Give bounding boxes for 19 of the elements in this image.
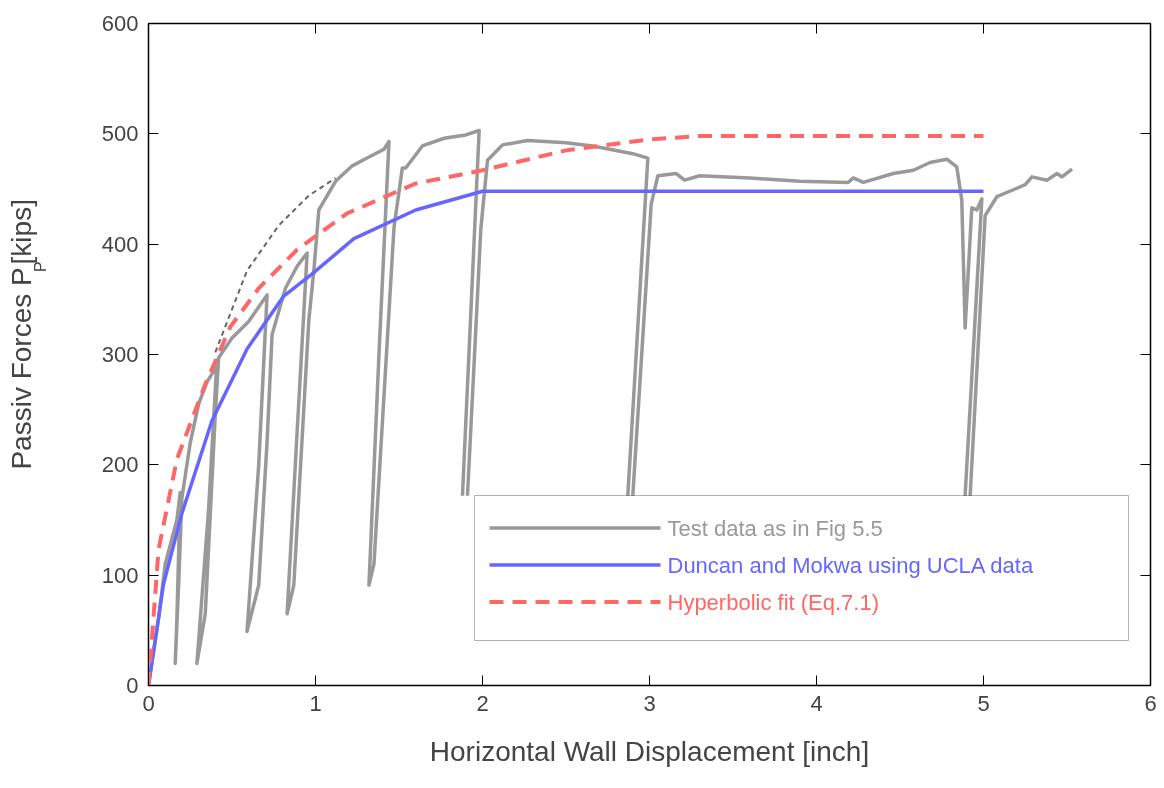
y-tick-label: 0	[126, 673, 139, 698]
y-tick-label: 600	[101, 11, 139, 36]
y-tick-label: 500	[101, 121, 139, 147]
text: Hyperbolic fit (Eq.7.1)	[667, 589, 880, 615]
x-tick-label: 0	[142, 690, 155, 716]
y-tick-label: 100	[101, 562, 139, 588]
y-axis-title: Passiv Forces PP [kips]	[5, 199, 49, 470]
x-tick-label: 2	[476, 690, 489, 716]
x-tick-label: 3	[643, 690, 656, 716]
x-tick-label: 4	[810, 690, 823, 716]
series-label: Test data as in Fig 5.5	[667, 515, 883, 541]
x-tick-label: 1	[309, 690, 322, 716]
text: Duncan and Mokwa using UCLA data	[667, 552, 1034, 578]
x-tick-label: 5	[977, 690, 990, 716]
y-tick-label: 400	[101, 231, 139, 257]
y-tick-label: 200	[101, 452, 139, 478]
x-axis-title: Horizontal Wall Displacement [inch]	[429, 735, 870, 767]
y-tick-label: 300	[101, 342, 139, 367]
x-tick-label: 6	[1144, 690, 1157, 716]
